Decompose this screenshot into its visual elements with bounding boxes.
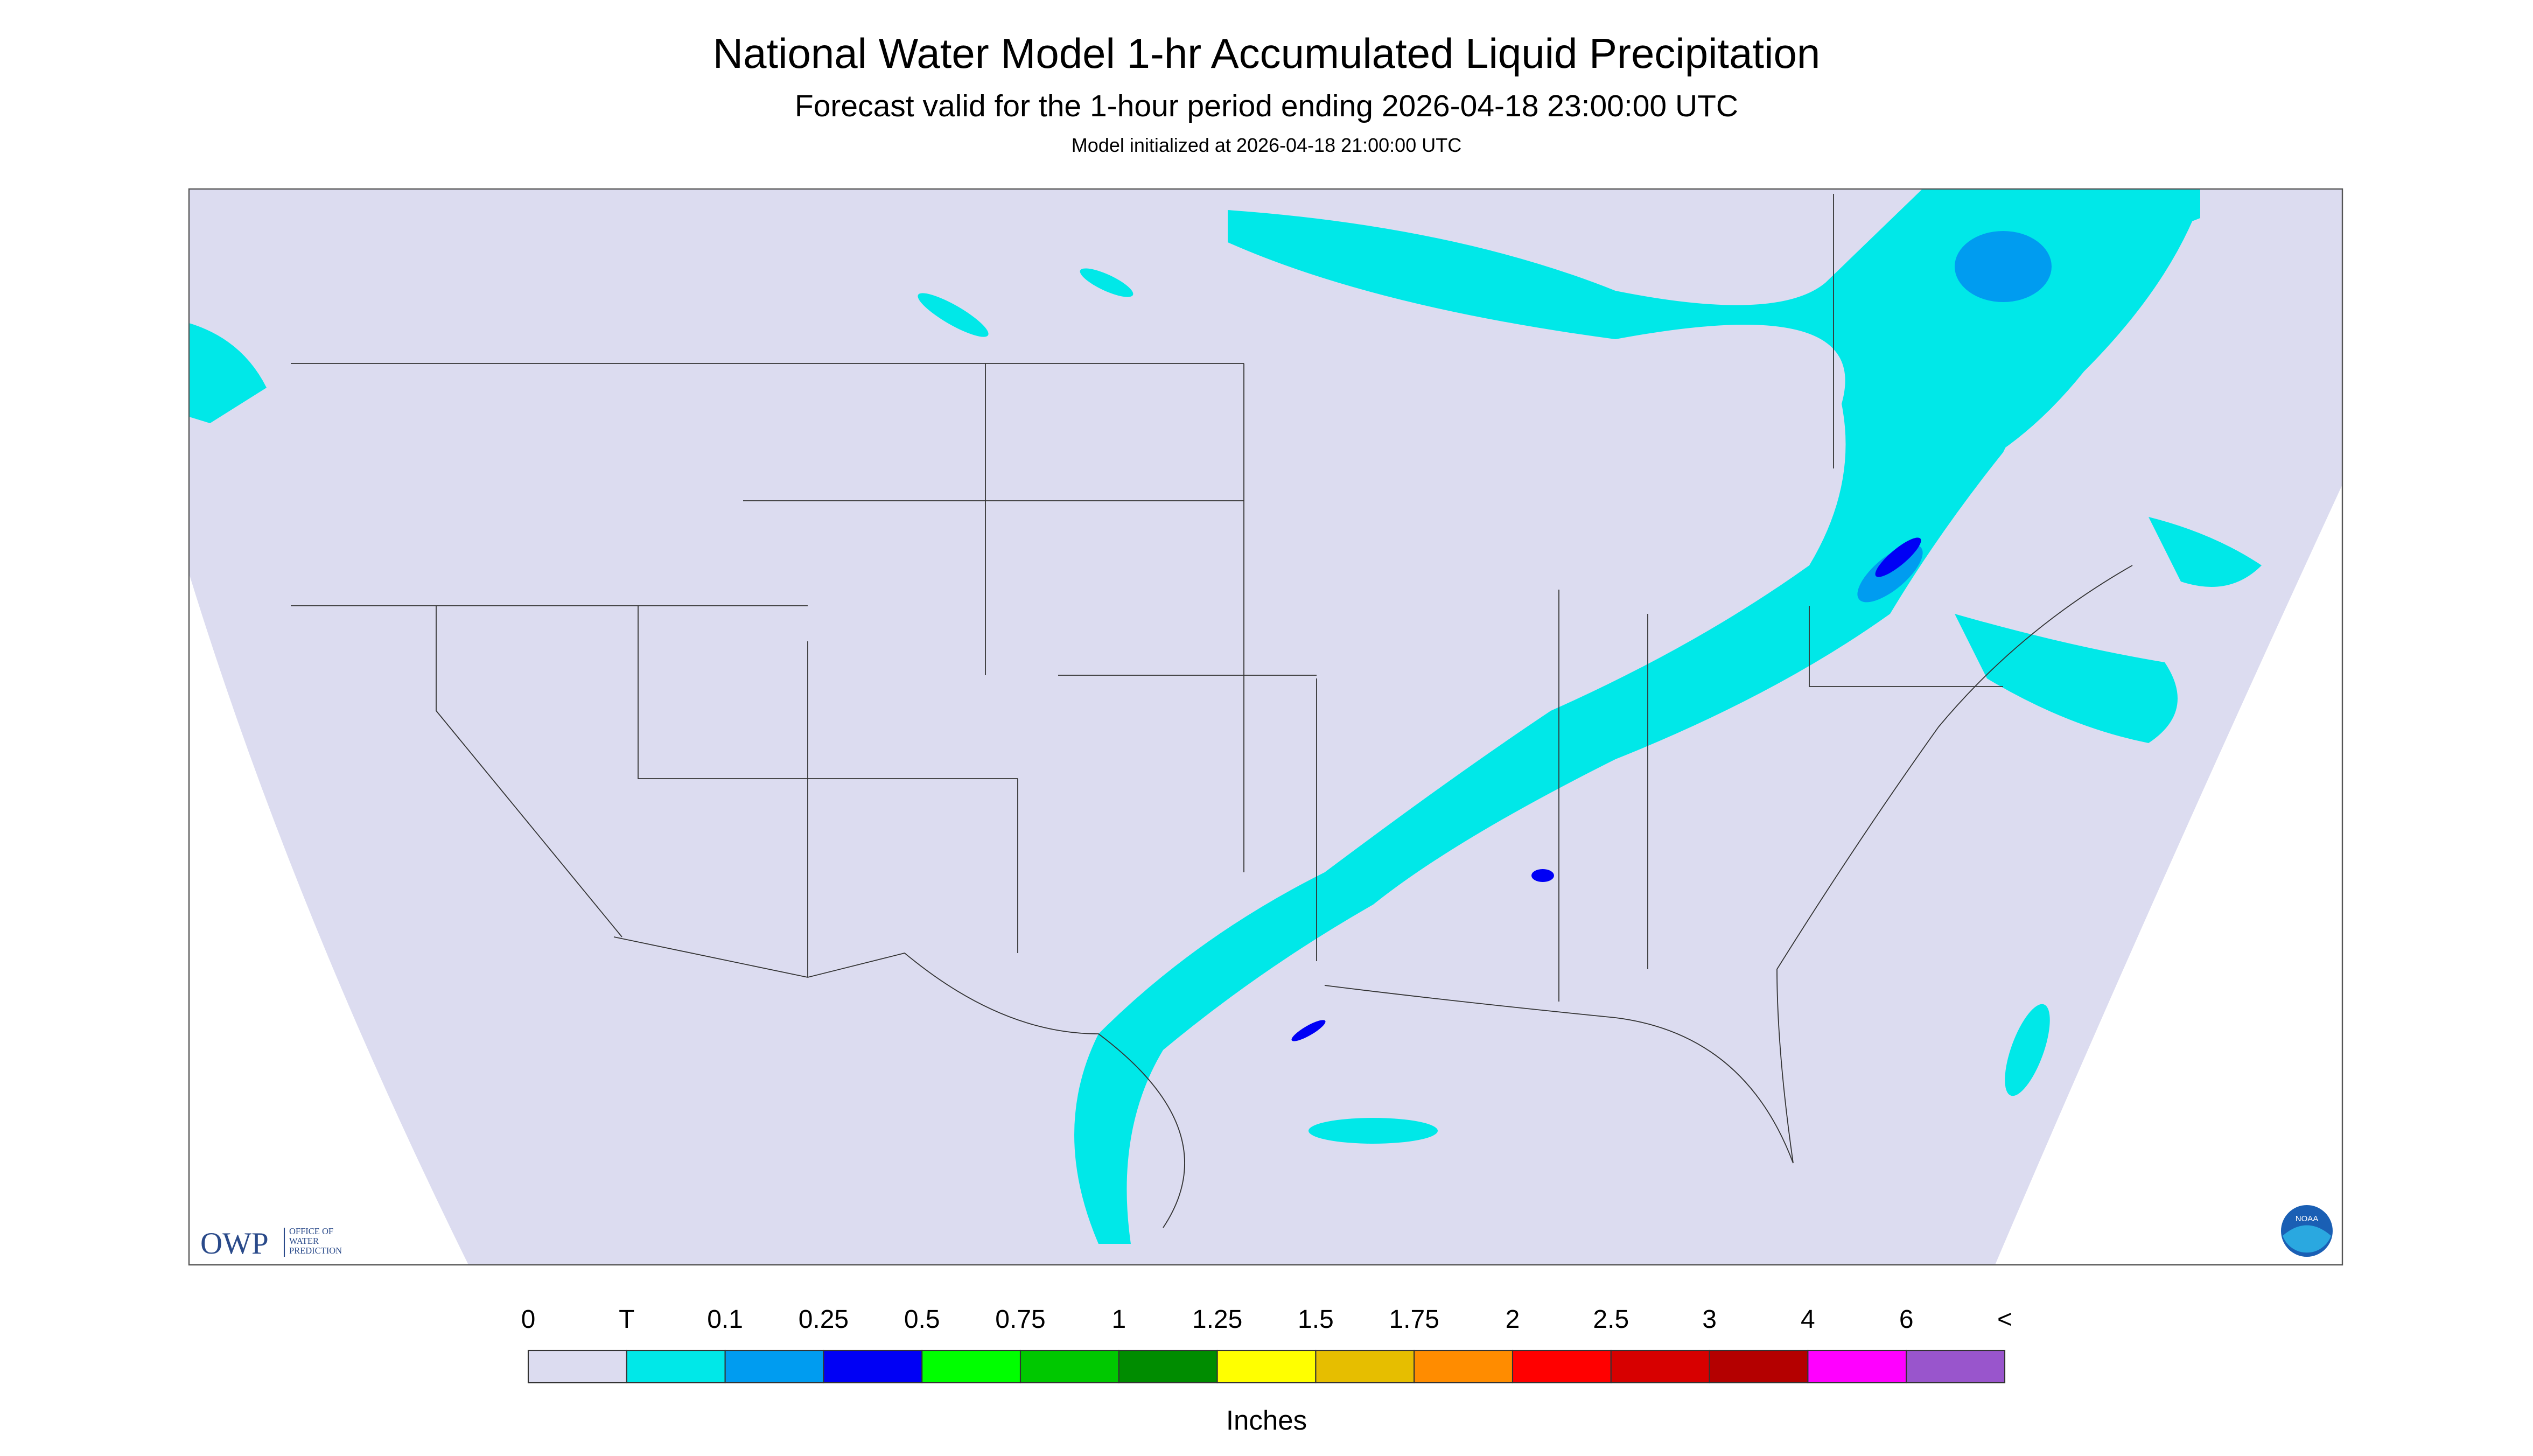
map <box>188 188 2343 1266</box>
legend-swatch <box>1019 1349 1119 1384</box>
legend-swatch <box>724 1349 824 1384</box>
init-time: Model initialized at 2026-04-18 21:00:00… <box>1072 134 1461 156</box>
owp-logo-text: OWP <box>200 1227 269 1261</box>
legend-swatch <box>1512 1349 1612 1384</box>
legend-label: T <box>619 1305 634 1334</box>
legend-label: 3 <box>1702 1305 1717 1334</box>
legend-label: 1.75 <box>1389 1305 1439 1334</box>
legend-label: 4 <box>1801 1305 1815 1334</box>
owp-logo: OWP OFFICE OF WATER PREDICTION <box>200 1226 342 1261</box>
legend-swatch <box>1216 1349 1317 1384</box>
legend-swatch <box>1610 1349 1710 1384</box>
legend-swatch <box>1315 1349 1415 1384</box>
legend-label: 1 <box>1111 1305 1126 1334</box>
owp-office-line: WATER <box>289 1236 319 1246</box>
title: National Water Model 1-hr Accumulated Li… <box>713 30 1821 77</box>
legend-label: 1.5 <box>1298 1305 1334 1334</box>
owp-office-line: PREDICTION <box>289 1245 342 1256</box>
legend-swatch <box>1414 1349 1514 1384</box>
legend-swatch <box>1807 1349 1907 1384</box>
subtitle: Forecast valid for the 1-hour period end… <box>795 89 1738 123</box>
legend-label: 0.25 <box>799 1305 849 1334</box>
legend-label: 2 <box>1506 1305 1520 1334</box>
legend-label: 2.5 <box>1593 1305 1629 1334</box>
legend-swatch <box>527 1349 627 1384</box>
legend-unit: Inches <box>1226 1405 1307 1436</box>
legend-label: 1.25 <box>1192 1305 1242 1334</box>
noaa-logo: NOAA <box>2281 1205 2333 1257</box>
legend-swatch <box>626 1349 726 1384</box>
legend-swatch <box>823 1349 923 1384</box>
legend-swatch <box>1906 1349 2006 1384</box>
legend-swatch <box>921 1349 1021 1384</box>
legend-label: 0.1 <box>707 1305 743 1334</box>
legend-swatch <box>1709 1349 1809 1384</box>
owp-office-line: OFFICE OF <box>289 1226 333 1236</box>
legend-label: < <box>1997 1305 2012 1334</box>
legend: 0 T 0.1 0.25 0.5 0.75 1 1.25 1.5 1.75 2 2.5 3 4 6 < <box>521 1305 2012 1384</box>
legend-label: 0.75 <box>995 1305 1045 1334</box>
noaa-text: NOAA <box>2296 1214 2319 1223</box>
legend-swatch <box>1118 1349 1218 1384</box>
legend-label: 0 <box>521 1305 536 1334</box>
legend-label: 6 <box>1899 1305 1914 1334</box>
legend-label: 0.5 <box>904 1305 940 1334</box>
